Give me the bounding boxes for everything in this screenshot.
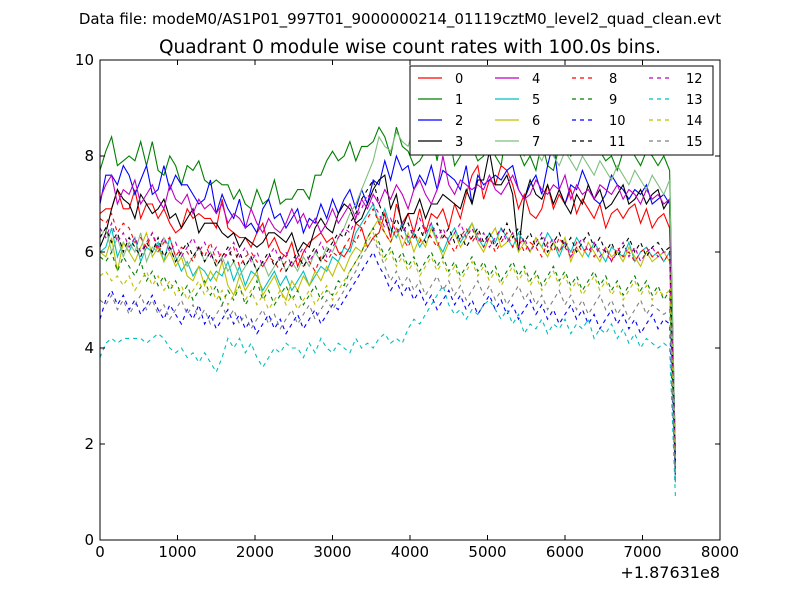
legend-label-2: 2 [455, 114, 463, 129]
chart-suptitle: Data file: modeM0/AS1P01_997T01_90000002… [79, 10, 721, 29]
series-line-0 [99, 164, 676, 464]
chart-title: Quadrant 0 module wise count rates with … [159, 37, 661, 58]
y-tick-label: 8 [84, 147, 94, 165]
legend-label-15: 15 [686, 135, 703, 150]
legend-label-8: 8 [609, 72, 617, 87]
plot-lines [99, 96, 676, 497]
legend-label-6: 6 [532, 114, 540, 129]
y-tick-label: 2 [84, 435, 94, 453]
legend-box [409, 65, 714, 156]
x-tick-label: 0 [95, 543, 105, 561]
legend-label-12: 12 [686, 72, 703, 87]
legend-label-3: 3 [455, 135, 463, 150]
x-tick-label: 7000 [623, 543, 661, 561]
series-line-5 [99, 202, 676, 483]
x-tick-label: 4000 [391, 543, 429, 561]
legend-label-5: 5 [532, 93, 540, 108]
legend-label-9: 9 [609, 93, 617, 108]
legend-label-0: 0 [455, 72, 463, 87]
legend-label-10: 10 [609, 114, 626, 129]
series-line-2 [99, 141, 676, 454]
legend-label-1: 1 [455, 93, 463, 108]
x-offset-label: +1.87631e8 [620, 563, 720, 582]
legend-label-13: 13 [686, 93, 703, 108]
x-tick-label: 8000 [701, 543, 739, 561]
y-tick-label: 6 [84, 243, 94, 261]
y-tick-label: 4 [84, 339, 94, 357]
series-line-6 [99, 217, 676, 473]
series-line-4 [99, 155, 676, 464]
series-line-10 [99, 250, 676, 478]
series-line-7 [99, 96, 676, 459]
y-tick-label: 10 [75, 51, 94, 69]
x-tick-label: 6000 [546, 543, 584, 561]
series-line-11 [99, 178, 676, 464]
legend-label-7: 7 [532, 135, 540, 150]
series-line-9 [99, 226, 676, 473]
y-tick-label: 0 [84, 531, 94, 549]
series-line-3 [99, 151, 676, 469]
series-line-15 [99, 236, 676, 483]
series-line-13 [99, 284, 676, 497]
legend-label-4: 4 [532, 72, 540, 87]
series-line-1 [99, 125, 676, 459]
legend-label-14: 14 [686, 114, 703, 129]
legend-label-11: 11 [609, 135, 626, 150]
x-tick-label: 3000 [313, 543, 351, 561]
x-tick-label: 2000 [236, 543, 274, 561]
x-tick-label: 5000 [468, 543, 506, 561]
series-line-12 [99, 193, 676, 469]
x-tick-label: 1000 [158, 543, 196, 561]
series-line-14 [99, 231, 676, 473]
